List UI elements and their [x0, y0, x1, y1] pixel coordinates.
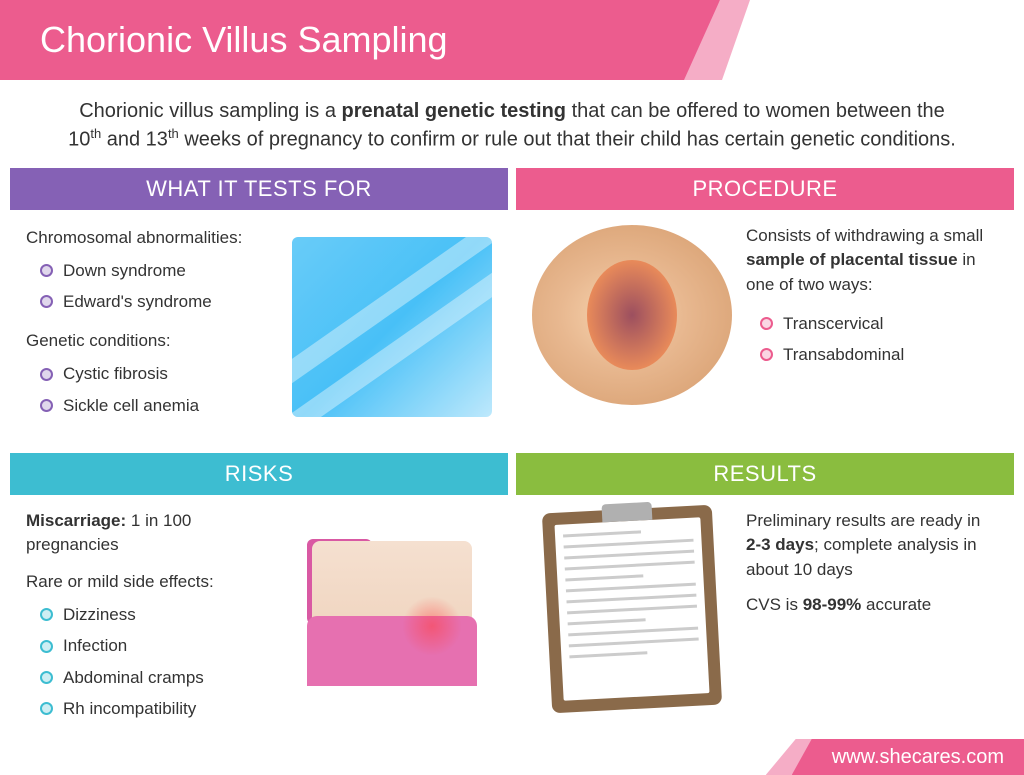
list-item: Rh incompatibility: [26, 693, 278, 724]
procedure-description: Consists of withdrawing a small sample o…: [746, 224, 998, 298]
page-title: Chorionic Villus Sampling: [40, 19, 448, 61]
footer-banner: www.shecares.com: [766, 739, 1024, 775]
banner-shape: Chorionic Villus Sampling: [0, 0, 720, 80]
list-item: Dizziness: [26, 599, 278, 630]
card-results: RESULTS Preliminary results are ready in…: [516, 453, 1014, 748]
intro-sup2: th: [168, 126, 179, 141]
header-banner: Chorionic Villus Sampling: [0, 0, 1024, 80]
list-item: Cystic fibrosis: [26, 358, 278, 389]
intro-mid: and 13: [101, 129, 168, 151]
procedure-list: Transcervical Transabdominal: [746, 308, 998, 370]
list-item-label: Dizziness: [63, 601, 136, 628]
card-procedure-body: Consists of withdrawing a small sample o…: [516, 210, 1014, 420]
dna-icon: [292, 237, 492, 417]
card-tests-body: Chromosomal abnormalities: Down syndrome…: [10, 210, 508, 445]
list-item: Down syndrome: [26, 255, 278, 286]
bullet-icon: [40, 640, 53, 653]
list-item-label: Infection: [63, 632, 127, 659]
risks-section-label: Rare or mild side effects:: [26, 568, 278, 595]
bullet-icon: [40, 368, 53, 381]
tests-list2: Cystic fibrosis Sickle cell anemia: [26, 358, 278, 420]
results-p2-pre: CVS is: [746, 595, 803, 614]
belly-icon: [292, 521, 492, 721]
intro-pre: Chorionic villus sampling is a: [79, 100, 341, 122]
fetus-icon: [532, 225, 732, 405]
list-item-label: Sickle cell anemia: [63, 392, 199, 419]
bullet-icon: [40, 264, 53, 277]
card-tests-text: Chromosomal abnormalities: Down syndrome…: [26, 224, 278, 431]
list-item: Transabdominal: [746, 339, 998, 370]
intro-sup1: th: [90, 126, 101, 141]
risks-miscarriage: Miscarriage: 1 in 100 pregnancies: [26, 509, 278, 558]
card-risks-header: RISKS: [10, 453, 508, 495]
list-item-label: Down syndrome: [63, 257, 186, 284]
bullet-icon: [760, 348, 773, 361]
clipboard-icon: [542, 504, 722, 713]
cards-grid: WHAT IT TESTS FOR Chromosomal abnormalit…: [0, 168, 1024, 748]
list-item-label: Rh incompatibility: [63, 695, 196, 722]
card-results-header: RESULTS: [516, 453, 1014, 495]
risks-line1-bold: Miscarriage:: [26, 511, 126, 530]
results-image: [532, 509, 732, 709]
results-p2: CVS is 98-99% accurate: [746, 593, 998, 618]
footer-shape: www.shecares.com: [792, 739, 1024, 775]
bullet-icon: [40, 608, 53, 621]
results-p2-post: accurate: [861, 595, 931, 614]
list-item-label: Edward's syndrome: [63, 288, 212, 315]
card-tests: WHAT IT TESTS FOR Chromosomal abnormalit…: [10, 168, 508, 445]
list-item: Abdominal cramps: [26, 662, 278, 693]
bullet-icon: [760, 317, 773, 330]
bullet-icon: [40, 295, 53, 308]
results-p2-bold: 98-99%: [803, 595, 862, 614]
intro-bold: prenatal genetic testing: [342, 100, 567, 122]
bullet-icon: [40, 399, 53, 412]
list-item: Sickle cell anemia: [26, 390, 278, 421]
bullet-icon: [40, 671, 53, 684]
list-item: Infection: [26, 630, 278, 661]
card-procedure: PROCEDURE Consists of withdrawing a smal…: [516, 168, 1014, 445]
card-results-body: Preliminary results are ready in 2-3 day…: [516, 495, 1014, 723]
card-tests-header: WHAT IT TESTS FOR: [10, 168, 508, 210]
results-p1-pre: Preliminary results are ready in: [746, 511, 980, 530]
card-risks-text: Miscarriage: 1 in 100 pregnancies Rare o…: [26, 509, 278, 734]
list-item-label: Cystic fibrosis: [63, 360, 168, 387]
tests-list1: Down syndrome Edward's syndrome: [26, 255, 278, 317]
card-risks: RISKS Miscarriage: 1 in 100 pregnancies …: [10, 453, 508, 748]
procedure-pre: Consists of withdrawing a small: [746, 226, 983, 245]
tests-section1-label: Chromosomal abnormalities:: [26, 224, 278, 251]
tests-section2-label: Genetic conditions:: [26, 327, 278, 354]
card-procedure-text: Consists of withdrawing a small sample o…: [746, 224, 998, 406]
procedure-image: [532, 224, 732, 406]
tests-image: [292, 224, 492, 431]
list-item-label: Abdominal cramps: [63, 664, 204, 691]
card-results-text: Preliminary results are ready in 2-3 day…: [746, 509, 998, 709]
results-p1: Preliminary results are ready in 2-3 day…: [746, 509, 998, 583]
list-item: Edward's syndrome: [26, 286, 278, 317]
procedure-bold: sample of placental tissue: [746, 250, 958, 269]
risks-image: [292, 509, 492, 734]
list-item-label: Transcervical: [783, 310, 883, 337]
list-item: Transcervical: [746, 308, 998, 339]
footer-url: www.shecares.com: [832, 746, 1004, 769]
list-item-label: Transabdominal: [783, 341, 904, 368]
bullet-icon: [40, 702, 53, 715]
intro-end: weeks of pregnancy to confirm or rule ou…: [179, 129, 956, 151]
risks-list: Dizziness Infection Abdominal cramps Rh inc…: [26, 599, 278, 724]
results-p1-bold: 2-3 days: [746, 535, 814, 554]
card-procedure-header: PROCEDURE: [516, 168, 1014, 210]
intro-text: Chorionic villus sampling is a prenatal …: [0, 80, 1024, 168]
card-risks-body: Miscarriage: 1 in 100 pregnancies Rare o…: [10, 495, 508, 748]
